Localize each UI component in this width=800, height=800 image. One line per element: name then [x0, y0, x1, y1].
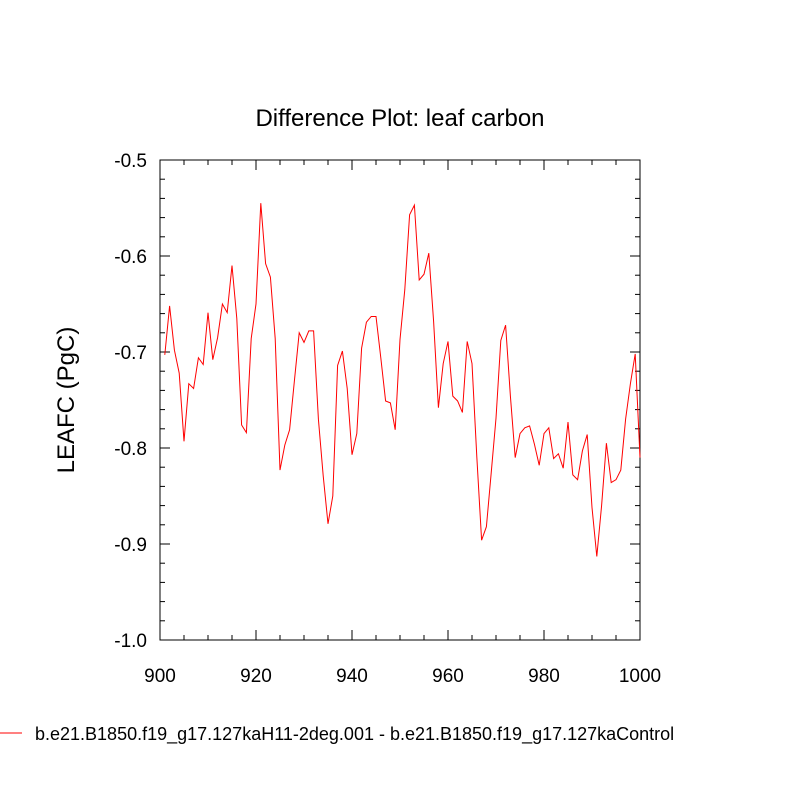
series-layer — [164, 203, 641, 557]
x-tick-labels: 900 920 940 960 980 1000 — [144, 666, 661, 687]
y-tick-label: -1.0 — [114, 631, 147, 652]
x-tick-label: 940 — [336, 666, 368, 687]
y-tick-label: -0.9 — [114, 535, 147, 556]
plot-frame — [159, 159, 641, 641]
y-axis-label: LEAFC (PgC) — [53, 327, 80, 474]
series-line — [164, 203, 641, 557]
x-tick-label: 1000 — [619, 666, 661, 687]
x-tick-label: 980 — [528, 666, 560, 687]
plot-border — [159, 159, 641, 641]
y-tick-label: -0.6 — [114, 247, 147, 268]
x-tick-label: 960 — [432, 666, 464, 687]
chart-title: Difference Plot: leaf carbon — [255, 105, 544, 132]
y-tick-label: -0.8 — [114, 439, 147, 460]
y-tick-label: -0.5 — [114, 151, 147, 172]
legend: b.e21.B1850.f19_g17.127kaH11-2deg.001 - … — [0, 724, 674, 745]
legend-entry-label: b.e21.B1850.f19_g17.127kaH11-2deg.001 - … — [35, 724, 674, 745]
x-tick-label: 920 — [240, 666, 272, 687]
minor-ticks — [160, 160, 640, 640]
major-ticks — [159, 159, 641, 641]
y-tick-labels: -1.0 -0.9 -0.8 -0.7 -0.6 -0.5 — [114, 151, 147, 652]
x-tick-label: 900 — [144, 666, 176, 687]
y-tick-label: -0.7 — [114, 343, 147, 364]
